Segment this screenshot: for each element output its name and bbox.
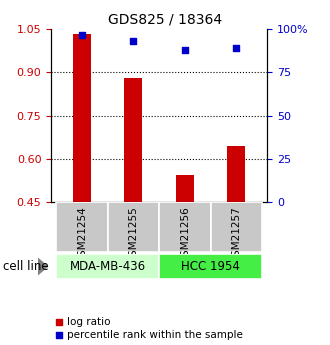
Bar (211, 202, 262, 252)
Point (182, 47, 187, 53)
Bar (56, 254, 159, 279)
Text: HCC 1954: HCC 1954 (181, 260, 240, 273)
Bar (227, 146, 246, 202)
Point (80, 32, 85, 37)
Text: GSM21257: GSM21257 (231, 206, 242, 263)
Text: GSM21256: GSM21256 (180, 206, 190, 263)
Text: MDA-MB-436: MDA-MB-436 (70, 260, 146, 273)
Bar (56, 202, 108, 252)
Bar (124, 78, 143, 202)
Text: GDS825 / 18364: GDS825 / 18364 (108, 12, 222, 26)
Point (234, 46, 239, 51)
Text: GSM21254: GSM21254 (77, 206, 87, 263)
Bar (159, 254, 262, 279)
Legend: log ratio, percentile rank within the sample: log ratio, percentile rank within the sa… (56, 317, 243, 340)
Bar (159, 202, 211, 252)
Point (131, 39, 136, 44)
Polygon shape (38, 257, 49, 275)
Bar (73, 34, 91, 202)
Text: GSM21255: GSM21255 (128, 206, 139, 263)
Bar (176, 175, 194, 202)
Text: cell line: cell line (3, 260, 49, 273)
Bar (108, 202, 159, 252)
